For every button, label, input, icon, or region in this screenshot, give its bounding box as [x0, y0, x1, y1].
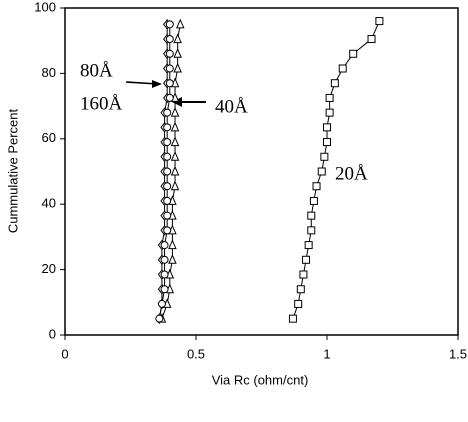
- series-label: 20Å: [335, 163, 368, 184]
- marker: [307, 211, 316, 220]
- y-tick-label: 20: [42, 261, 56, 276]
- marker: [375, 17, 384, 26]
- marker: [307, 226, 316, 235]
- marker: [163, 138, 172, 147]
- marker: [163, 152, 172, 161]
- x-tick-label: 0: [61, 346, 68, 361]
- marker: [163, 167, 172, 176]
- marker: [170, 151, 180, 161]
- marker: [312, 182, 321, 191]
- marker: [170, 121, 180, 132]
- marker: [160, 255, 169, 264]
- marker: [170, 165, 180, 176]
- marker: [170, 136, 180, 147]
- marker: [302, 255, 311, 264]
- marker: [165, 20, 174, 29]
- marker: [338, 64, 347, 73]
- marker: [294, 299, 303, 308]
- arrow-head: [172, 97, 182, 107]
- marker: [163, 108, 172, 117]
- y-axis-label: Cummulative Percent: [5, 108, 20, 233]
- marker: [170, 180, 180, 191]
- marker: [325, 108, 334, 117]
- y-tick-label: 80: [42, 65, 56, 80]
- marker: [296, 285, 305, 294]
- marker: [163, 182, 172, 191]
- series-label: 40Å: [215, 96, 248, 117]
- arrow-head: [152, 80, 162, 88]
- x-tick-label: 1: [323, 346, 330, 361]
- marker: [165, 35, 174, 44]
- marker: [163, 196, 172, 205]
- marker: [367, 35, 376, 44]
- marker: [155, 314, 164, 323]
- series-label: 80Å: [80, 60, 113, 81]
- y-tick-label: 60: [42, 130, 56, 145]
- marker: [304, 241, 313, 250]
- marker: [320, 152, 329, 161]
- marker: [173, 33, 182, 44]
- marker: [170, 106, 180, 117]
- y-tick-label: 40: [42, 196, 56, 211]
- marker: [309, 196, 318, 205]
- marker: [165, 93, 174, 102]
- marker: [168, 254, 177, 264]
- marker: [163, 211, 172, 220]
- x-tick-label: 0.5: [187, 346, 205, 361]
- marker: [165, 49, 174, 58]
- marker: [163, 123, 172, 132]
- marker: [325, 93, 334, 102]
- marker: [323, 123, 331, 132]
- y-tick-label: 0: [49, 326, 56, 341]
- marker: [160, 285, 169, 294]
- marker: [173, 48, 182, 58]
- marker: [163, 226, 172, 235]
- marker: [330, 79, 339, 88]
- marker: [160, 241, 169, 250]
- marker: [160, 270, 169, 279]
- marker: [157, 299, 166, 308]
- y-tick-label: 100: [34, 0, 56, 14]
- x-axis-label: Via Rc (ohm/cnt): [212, 372, 309, 387]
- marker: [168, 239, 177, 250]
- marker: [349, 49, 358, 58]
- x-tick-label: 1.5: [449, 346, 467, 361]
- marker: [323, 138, 331, 147]
- marker: [173, 62, 182, 73]
- marker: [176, 18, 185, 29]
- marker: [165, 79, 174, 88]
- marker: [165, 64, 174, 73]
- marker: [317, 167, 326, 176]
- series-label: 160Å: [80, 93, 123, 114]
- marker: [288, 314, 297, 323]
- plot-frame: [64, 7, 459, 336]
- marker: [299, 270, 308, 279]
